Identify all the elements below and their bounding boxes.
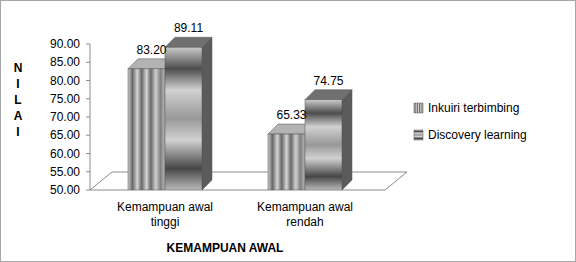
data-label: 74.75	[313, 74, 343, 88]
bar-top	[305, 90, 352, 100]
bar	[305, 90, 352, 190]
bars-group	[128, 37, 352, 190]
category-label: Kemampuan awalrendah	[257, 200, 353, 229]
category-label: Kemampuan awaltinggi	[117, 200, 213, 229]
y-tick-label: 90.00	[50, 37, 80, 51]
y-axis-title: NILAI	[14, 61, 23, 139]
y-tick-label: 60.00	[50, 147, 80, 161]
category-label-line: rendah	[286, 215, 323, 229]
y-tick	[86, 98, 90, 99]
y-axis-title-letter: N	[14, 61, 23, 75]
y-tick-label: 70.00	[50, 110, 80, 124]
y-tick	[86, 44, 90, 45]
y-tick	[86, 80, 90, 81]
y-axis-title-letter: I	[16, 125, 19, 139]
data-label: 65.33	[276, 108, 306, 122]
bar-front	[165, 47, 202, 190]
y-tick	[86, 117, 90, 118]
y-tick-label: 65.00	[50, 128, 80, 142]
chart-svg: 50.00 55.00 60.00 65.00 70.00 75.00 80.00 85.00…	[0, 0, 576, 262]
legend-swatch	[414, 103, 423, 113]
bar-top	[165, 37, 212, 47]
chart-border	[1, 1, 576, 262]
bar	[165, 37, 212, 190]
category-label-line: Kemampuan awal	[257, 200, 353, 214]
y-tick	[86, 62, 90, 63]
x-axis-title: KEMAMPUAN AWAL	[167, 241, 284, 255]
y-axis-title-letter: I	[16, 77, 19, 91]
y-tick-label: 75.00	[50, 92, 80, 106]
y-axis-title-letter: L	[14, 93, 21, 107]
y-tick	[86, 135, 90, 136]
legend-label: Discovery learning	[428, 128, 527, 142]
y-tick-label: 85.00	[50, 55, 80, 69]
legend-label: Inkuiri terbimbing	[428, 101, 519, 115]
y-axis-title-letter: A	[14, 109, 23, 123]
category-label-line: tinggi	[151, 215, 180, 229]
bar-front	[305, 100, 342, 190]
bar-side	[202, 37, 212, 190]
y-tick	[86, 171, 90, 172]
labels-group: 83.20 89.11 65.33 74.75	[136, 21, 343, 122]
chart-container: 50.00 55.00 60.00 65.00 70.00 75.00 80.00 85.00…	[0, 0, 576, 262]
legend-swatch	[414, 130, 423, 140]
bar-side	[342, 90, 352, 190]
bar-front	[268, 134, 305, 190]
y-tick-label: 50.00	[50, 183, 80, 197]
y-tick-label: 55.00	[50, 165, 80, 179]
y-tick	[86, 190, 90, 191]
category-label-line: Kemampuan awal	[117, 200, 213, 214]
y-tick-label: 80.00	[50, 74, 80, 88]
y-tick	[86, 153, 90, 154]
bar-front	[128, 69, 165, 190]
data-label: 83.20	[136, 43, 166, 57]
data-label: 89.11	[174, 21, 203, 35]
